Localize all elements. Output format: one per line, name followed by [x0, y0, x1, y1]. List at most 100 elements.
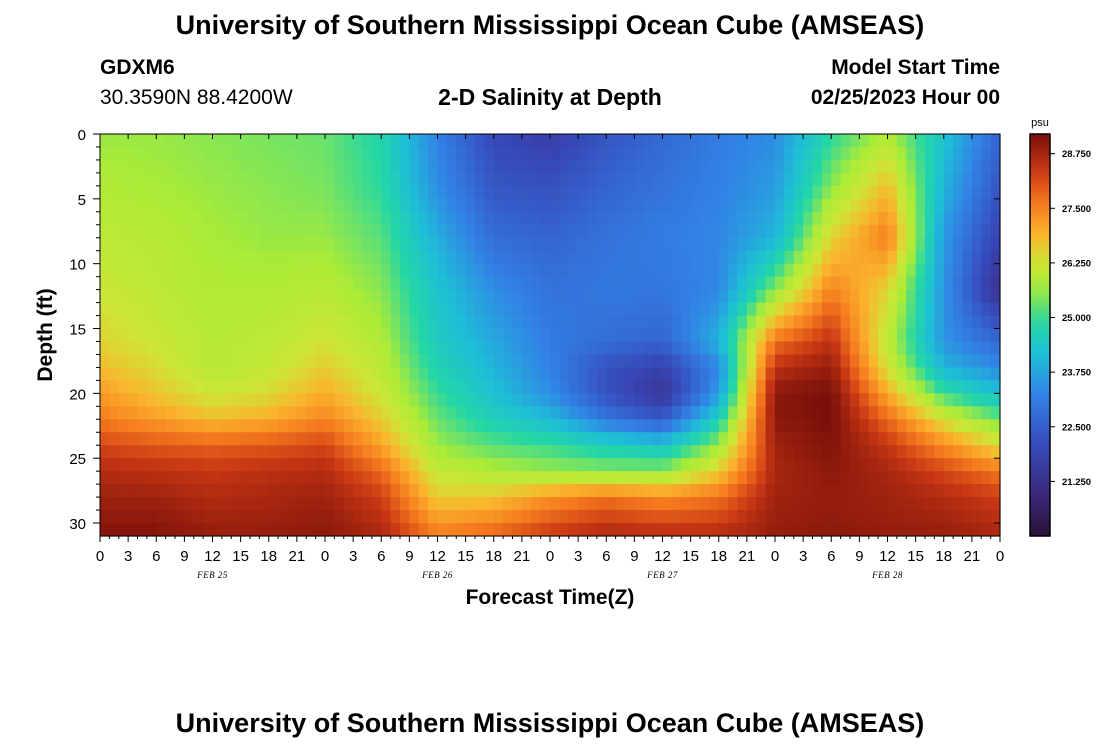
heatmap-cell	[803, 510, 814, 524]
heatmap-cell	[296, 354, 307, 369]
heatmap-cell	[728, 198, 739, 213]
heatmap-cell	[896, 302, 907, 317]
heatmap-cell	[128, 406, 139, 420]
heatmap-cell	[446, 510, 457, 524]
heatmap-cell	[559, 458, 570, 472]
heatmap-cell	[493, 523, 504, 537]
heatmap-cell	[831, 354, 842, 369]
heatmap-cell	[709, 146, 720, 161]
heatmap-cell	[878, 328, 889, 343]
heatmap-cell	[625, 237, 635, 252]
heatmap-cell	[503, 406, 514, 420]
heatmap-cell	[484, 276, 495, 291]
heatmap-cell	[165, 393, 176, 407]
heatmap-cell	[540, 276, 551, 291]
heatmap-cell	[118, 237, 129, 252]
heatmap-cell	[334, 146, 345, 161]
heatmap-cell	[465, 484, 476, 498]
heatmap-cell	[306, 510, 317, 524]
heatmap-cell	[315, 172, 326, 187]
heatmap-cell	[765, 380, 776, 394]
heatmap-cell	[662, 458, 673, 472]
heatmap-cell	[212, 198, 223, 213]
heatmap-cell	[718, 393, 729, 407]
heatmap-cell	[690, 146, 701, 161]
heatmap-cell	[446, 367, 457, 381]
heatmap-cell	[343, 159, 354, 174]
heatmap-cell	[784, 185, 795, 200]
heatmap-cell	[540, 134, 551, 148]
heatmap-cell	[746, 237, 757, 252]
heatmap-cell	[981, 510, 992, 524]
heatmap-cell	[175, 406, 185, 420]
heatmap-cell	[428, 263, 439, 278]
heatmap-cell	[831, 393, 842, 407]
heatmap-cell	[325, 419, 335, 433]
heatmap-cell	[428, 367, 439, 381]
heatmap-cell	[325, 134, 335, 148]
heatmap-cell	[203, 380, 214, 394]
heatmap-cell	[925, 263, 935, 278]
heatmap-cell	[512, 302, 523, 317]
heatmap-cell	[437, 419, 448, 433]
heatmap-cell	[596, 289, 607, 304]
heatmap-cell	[221, 250, 232, 265]
heatmap-cell	[700, 393, 710, 407]
heatmap-cell	[578, 393, 589, 407]
heatmap-cell	[315, 432, 326, 446]
heatmap-cell	[859, 315, 870, 330]
heatmap-cell	[446, 354, 457, 369]
heatmap-cell	[334, 185, 345, 200]
heatmap-cell	[118, 484, 129, 498]
heatmap-cell	[512, 289, 523, 304]
heatmap-cell	[700, 458, 710, 472]
heatmap-cell	[878, 263, 889, 278]
heatmap-cell	[193, 302, 204, 317]
heatmap-cell	[550, 315, 560, 330]
heatmap-cell	[193, 146, 204, 161]
heatmap-cell	[175, 419, 185, 433]
heatmap-cell	[278, 341, 289, 356]
heatmap-cell	[887, 250, 898, 265]
heatmap-cell	[943, 302, 954, 317]
heatmap-cell	[521, 302, 532, 317]
heatmap-cell	[606, 523, 617, 537]
heatmap-cell	[756, 406, 767, 420]
heatmap-cell	[887, 315, 898, 330]
heatmap-cell	[718, 484, 729, 498]
heatmap-cell	[418, 419, 429, 433]
heatmap-cell	[371, 276, 382, 291]
heatmap-cell	[625, 523, 635, 537]
heatmap-cell	[709, 159, 720, 174]
heatmap-cell	[803, 328, 814, 343]
heatmap-cell	[643, 159, 654, 174]
heatmap-cell	[193, 497, 204, 511]
heatmap-cell	[503, 328, 514, 343]
heatmap-cell	[550, 211, 560, 226]
heatmap-cell	[596, 341, 607, 356]
heatmap-cell	[615, 276, 626, 291]
heatmap-cell	[315, 185, 326, 200]
heatmap-cell	[709, 497, 720, 511]
heatmap-cell	[550, 185, 560, 200]
heatmap-cell	[812, 224, 823, 239]
heatmap-cell	[925, 289, 935, 304]
heatmap-cell	[831, 523, 842, 537]
heatmap-cell	[625, 419, 635, 433]
heatmap-cell	[268, 250, 279, 265]
heatmap-cell	[175, 380, 185, 394]
heatmap-cell	[193, 367, 204, 381]
heatmap-cell	[784, 146, 795, 161]
heatmap-cell	[446, 198, 457, 213]
heatmap-cell	[418, 263, 429, 278]
heatmap-cell	[634, 315, 645, 330]
heatmap-cell	[156, 328, 167, 343]
heatmap-cell	[296, 263, 307, 278]
heatmap-cell	[606, 289, 617, 304]
heatmap-cell	[409, 211, 420, 226]
heatmap-cell	[118, 471, 129, 485]
heatmap-cell	[671, 341, 682, 356]
heatmap-cell	[437, 302, 448, 317]
heatmap-cell	[953, 354, 964, 369]
heatmap-cell	[653, 328, 664, 343]
